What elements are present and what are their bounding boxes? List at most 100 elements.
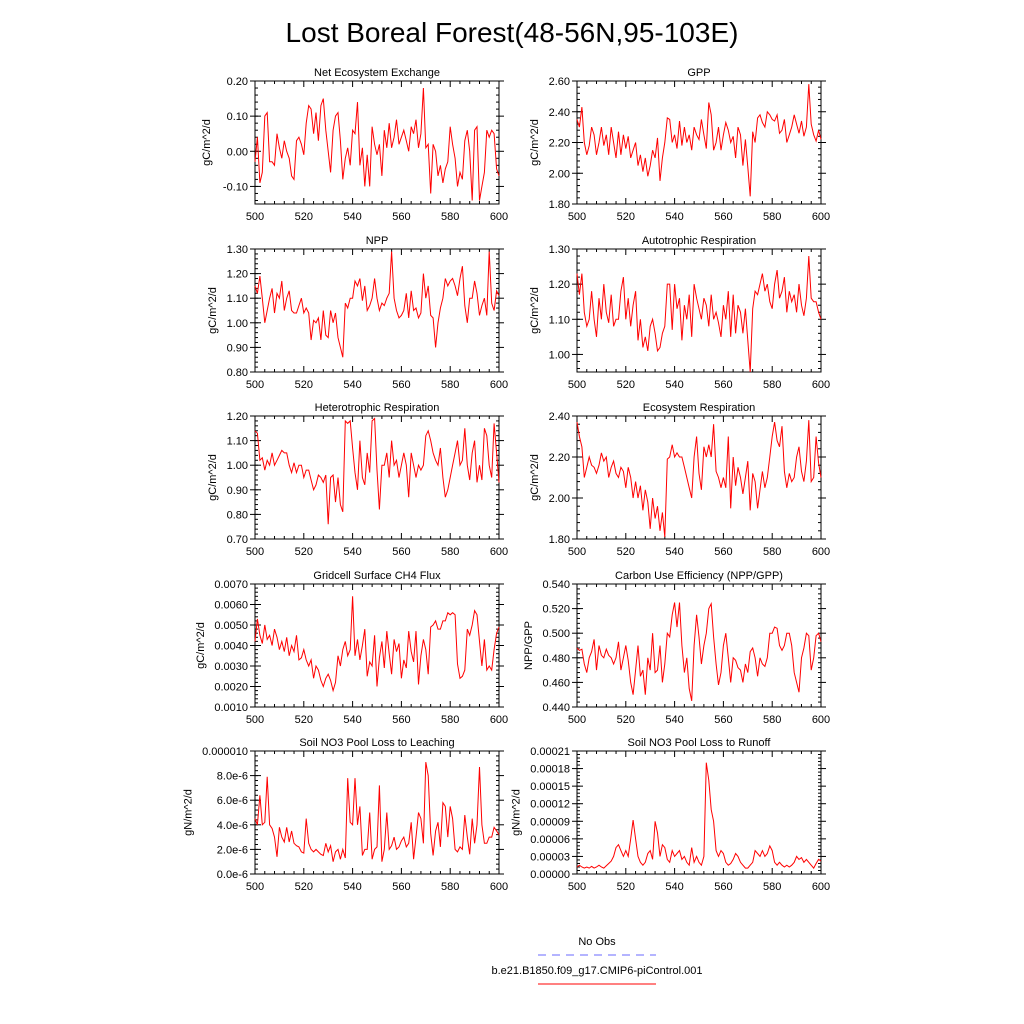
y-tick-label: 0.00003 (530, 851, 570, 863)
y-axis-label: gC/m^2/d (529, 119, 541, 166)
x-tick-label: 500 (568, 546, 586, 558)
y-tick-label: 0.440 (542, 702, 570, 714)
series-line (576, 255, 822, 373)
x-tick-label: 520 (295, 211, 313, 223)
y-tick-label: 0.480 (542, 653, 570, 665)
x-tick-label: 600 (812, 881, 830, 893)
x-tick-label: 560 (392, 379, 410, 391)
x-tick-label: 500 (568, 714, 586, 726)
y-tick-label: 2.0e-6 (217, 844, 248, 856)
panel-title: NPP (366, 235, 389, 247)
x-tick-label: 540 (665, 714, 683, 726)
x-tick-label: 520 (617, 379, 635, 391)
x-tick-label: 520 (295, 379, 313, 391)
plot-frame (576, 583, 822, 708)
series-line (576, 84, 822, 197)
y-tick-label: 0.00 (227, 146, 248, 158)
x-tick-label: 520 (295, 714, 313, 726)
y-tick-label: 1.20 (549, 279, 570, 291)
series-line (254, 762, 500, 862)
y-tick-label: 1.80 (549, 534, 570, 546)
y-tick-label: 2.60 (549, 76, 570, 88)
x-tick-label: 540 (343, 881, 361, 893)
panel-1: Net Ecosystem Exchange 500 520 540 560 580 600… (201, 67, 508, 223)
panel-7: Gridcell Surface CH4 Flux 500 520 540 560 580… (195, 570, 508, 726)
series-line (576, 420, 822, 538)
series-line (254, 417, 500, 525)
y-tick-label: 1.00 (227, 460, 248, 472)
panel-title: GPP (687, 67, 710, 79)
y-tick-label: 0.500 (542, 628, 570, 640)
y-tick-label: 2.20 (549, 138, 570, 150)
x-tick-label: 600 (812, 714, 830, 726)
y-tick-label: 0.80 (227, 367, 248, 379)
x-tick-label: 540 (665, 881, 683, 893)
x-tick-label: 600 (812, 211, 830, 223)
panel-3: NPP 500 520 540 560 580 600 0.80 0.90 1.00 1.10 1.2… (207, 235, 508, 391)
x-tick-label: 560 (714, 714, 732, 726)
panel-4: Autotrophic Respiration 500 520 540 560 580 60… (529, 235, 830, 391)
series-line (254, 251, 500, 358)
x-tick-label: 580 (763, 714, 781, 726)
x-tick-label: 540 (343, 714, 361, 726)
series-line (254, 596, 500, 693)
series-line (576, 601, 822, 701)
y-axis-label: gN/m^2/d (511, 789, 523, 836)
y-tick-label: 0.0010 (214, 702, 248, 714)
y-tick-label: 0.00015 (530, 781, 570, 793)
y-tick-label: 0.00009 (530, 816, 570, 828)
y-axis-label: NPP/GPP (523, 621, 535, 670)
y-axis-label: gN/m^2/d (182, 789, 194, 836)
y-axis-label: gC/m^2/d (207, 287, 219, 334)
x-tick-label: 540 (665, 546, 683, 558)
series-line (254, 87, 500, 201)
y-tick-label: 2.40 (549, 411, 570, 423)
x-tick-label: 600 (490, 546, 508, 558)
y-tick-label: 1.10 (227, 436, 248, 448)
x-tick-label: 560 (392, 546, 410, 558)
x-tick-label: 500 (246, 379, 264, 391)
panel-title: Heterotrophic Respiration (315, 402, 440, 414)
legend: No Obs b.e21.B1850.f09_g17.CMIP6-piContr… (492, 936, 703, 985)
y-tick-label: 1.20 (227, 269, 248, 281)
x-tick-label: 520 (617, 211, 635, 223)
x-tick-label: 560 (714, 211, 732, 223)
y-axis-label: gC/m^2/d (529, 454, 541, 501)
x-tick-label: 500 (246, 546, 264, 558)
y-tick-label: 0.00021 (530, 746, 570, 758)
x-tick-label: 500 (246, 714, 264, 726)
plot-frame (576, 248, 822, 373)
legend-run-label: b.e21.B1850.f09_g17.CMIP6-piControl.001 (492, 965, 703, 977)
y-tick-label: 0.00000 (530, 869, 570, 881)
x-tick-label: 560 (714, 881, 732, 893)
y-tick-label: 0.000010 (202, 746, 248, 758)
x-tick-label: 600 (490, 211, 508, 223)
y-tick-label: 0.520 (542, 604, 570, 616)
x-tick-label: 540 (665, 211, 683, 223)
x-tick-label: 500 (246, 211, 264, 223)
y-tick-label: 2.00 (549, 493, 570, 505)
x-tick-label: 560 (392, 714, 410, 726)
y-tick-label: 0.0020 (214, 682, 248, 694)
y-tick-label: 0.0070 (214, 579, 248, 591)
x-tick-label: 580 (763, 546, 781, 558)
y-tick-label: 0.00006 (530, 834, 570, 846)
x-tick-label: 600 (490, 881, 508, 893)
y-tick-label: 0.0040 (214, 641, 248, 653)
y-tick-label: 1.20 (227, 411, 248, 423)
y-tick-label: 0.460 (542, 677, 570, 689)
y-axis-label: gC/m^2/d (201, 119, 213, 166)
x-tick-label: 540 (343, 546, 361, 558)
y-tick-label: 4.0e-6 (217, 820, 248, 832)
y-tick-label: 1.00 (549, 349, 570, 361)
x-tick-label: 580 (441, 714, 459, 726)
panel-title: Autotrophic Respiration (642, 235, 756, 247)
panel-6: Ecosystem Respiration 500 520 540 560 580 600 1… (529, 402, 830, 558)
x-tick-label: 580 (441, 379, 459, 391)
y-tick-label: 0.540 (542, 579, 570, 591)
x-tick-label: 540 (665, 379, 683, 391)
y-tick-label: 1.00 (227, 318, 248, 330)
y-tick-label: 1.10 (227, 293, 248, 305)
x-tick-label: 600 (812, 546, 830, 558)
